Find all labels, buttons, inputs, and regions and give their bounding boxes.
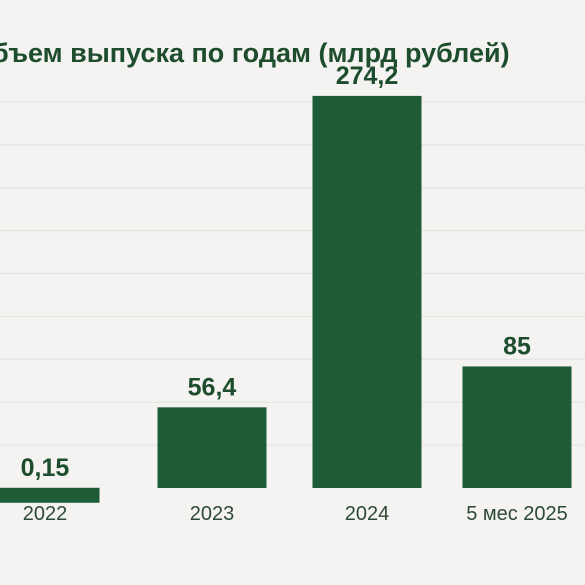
bar — [157, 407, 267, 488]
data-label: 274,2 — [336, 62, 399, 90]
bar — [462, 366, 572, 488]
bar — [312, 95, 422, 489]
data-label: 56,4 — [188, 373, 237, 401]
x-tick-label: 5 мес 2025 — [466, 503, 568, 525]
x-tick-label: 2024 — [345, 503, 390, 525]
chart-title-text: бъем выпуска по годам (млрд рублей) — [0, 38, 510, 68]
x-tick-label: 2023 — [190, 503, 235, 525]
chart-title: бъем выпуска по годам (млрд рублей) — [0, 38, 585, 69]
data-label: 0,15 — [21, 454, 70, 482]
bar — [0, 487, 100, 503]
data-label: 85 — [503, 332, 531, 360]
x-tick-label: 2022 — [23, 503, 68, 525]
